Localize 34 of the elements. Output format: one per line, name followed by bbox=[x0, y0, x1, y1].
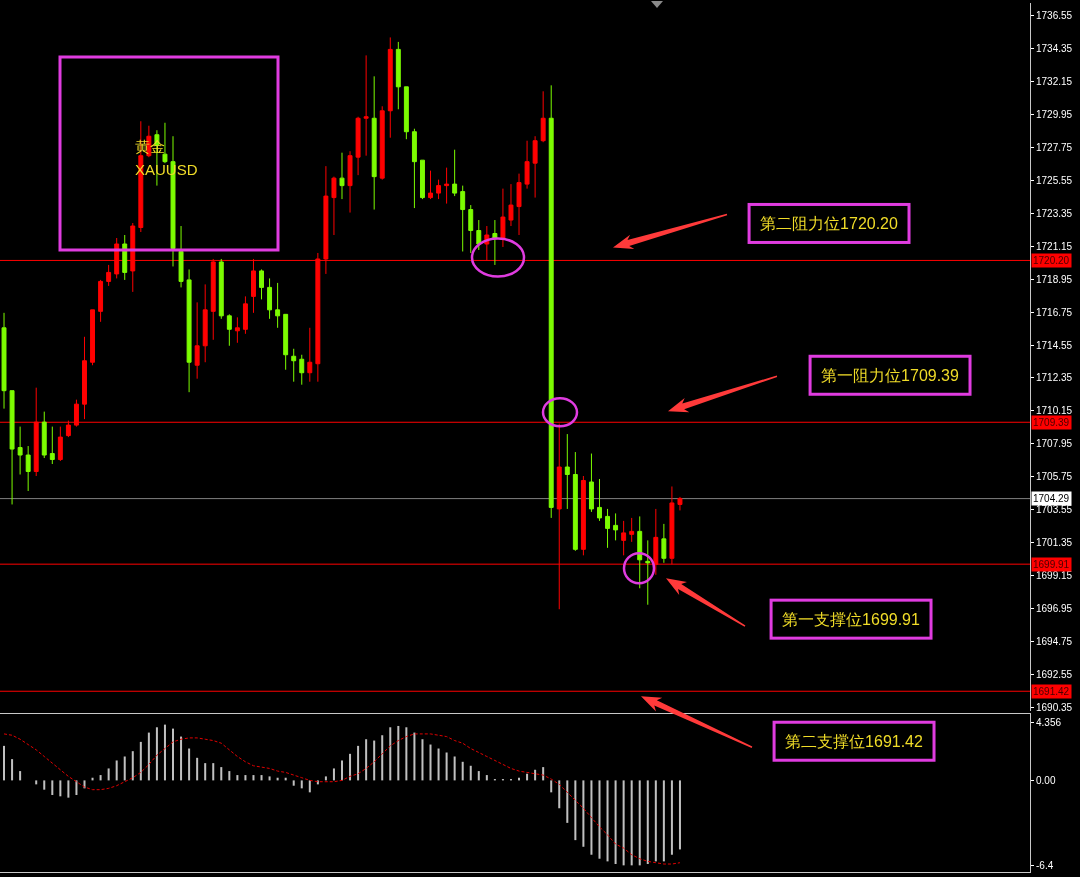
y-tick-label: 1690.35 bbox=[1036, 701, 1073, 713]
y-tick-label: 1716.75 bbox=[1036, 306, 1073, 318]
y-tick-label: 1736.55 bbox=[1036, 10, 1073, 22]
y-tick-label: 1718.95 bbox=[1036, 273, 1073, 285]
y-tick-label: 1729.95 bbox=[1036, 109, 1073, 121]
y-tick-label: 1692.55 bbox=[1036, 668, 1073, 680]
y-tick-label: 1727.75 bbox=[1036, 141, 1073, 153]
y-tick-label: 1732.15 bbox=[1036, 76, 1073, 88]
y-tick-label: 1707.95 bbox=[1036, 438, 1073, 450]
y-tick-label: 1734.35 bbox=[1036, 43, 1073, 55]
ref-line-label: 第二支撑位1691.42 bbox=[785, 733, 924, 751]
annotation: 1709.39 bbox=[1033, 417, 1070, 428]
y-tick-label: 4.356 bbox=[1036, 717, 1062, 729]
y-tick-label: 1725.55 bbox=[1036, 174, 1073, 186]
y-tick-label: 0.00 bbox=[1036, 774, 1056, 786]
y-tick-label: 1714.55 bbox=[1036, 339, 1073, 351]
y-tick-label: 1701.35 bbox=[1036, 537, 1073, 549]
ref-line-label: 第二阻力位1720.20 bbox=[760, 215, 899, 233]
ref-line-label: 第一支撑位1699.91 bbox=[782, 611, 921, 629]
y-tick-label: -6.4 bbox=[1036, 859, 1054, 871]
annotation: 1704.29 bbox=[1033, 493, 1070, 504]
y-tick-label: 1721.15 bbox=[1036, 240, 1073, 252]
y-tick-label: 1694.75 bbox=[1036, 635, 1073, 647]
y-tick-label: 1723.35 bbox=[1036, 207, 1073, 219]
y-tick-label: 1712.35 bbox=[1036, 372, 1073, 384]
y-tick-label: 1710.15 bbox=[1036, 405, 1073, 417]
annotation: 1691.42 bbox=[1033, 686, 1070, 697]
y-tick-label: 1699.15 bbox=[1036, 570, 1073, 582]
annotation: 1699.91 bbox=[1033, 559, 1070, 570]
y-tick-label: 1705.75 bbox=[1036, 471, 1073, 483]
y-tick-label: 1703.55 bbox=[1036, 504, 1073, 516]
y-tick-label: 1696.95 bbox=[1036, 602, 1073, 614]
ref-line-label: 第一阻力位1709.39 bbox=[821, 367, 960, 385]
annotation: 1720.20 bbox=[1033, 255, 1070, 266]
